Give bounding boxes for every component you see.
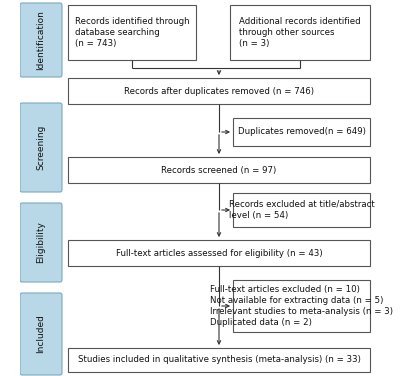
Text: Records identified through
database searching
(n = 743): Records identified through database sear… [75, 17, 189, 48]
Text: Additional records identified
through other sources
(n = 3): Additional records identified through ot… [239, 17, 361, 48]
Text: Screening: Screening [36, 125, 46, 170]
Text: Full-text articles assessed for eligibility (n = 43): Full-text articles assessed for eligibil… [116, 249, 322, 258]
FancyBboxPatch shape [20, 3, 62, 77]
Bar [230, 5, 370, 60]
Text: Studies included in qualitative synthesis (meta-analysis) (n = 33): Studies included in qualitative synthesi… [78, 355, 360, 364]
Bar [68, 348, 370, 372]
FancyBboxPatch shape [20, 203, 62, 282]
Bar [233, 280, 370, 332]
Text: Records excluded at title/abstract
level (n = 54): Records excluded at title/abstract level… [229, 200, 374, 220]
Text: Full-text articles excluded (n = 10)
Not available for extracting data (n = 5)
I: Full-text articles excluded (n = 10) Not… [210, 285, 393, 327]
Bar [68, 240, 370, 266]
Bar [68, 78, 370, 104]
Text: Identification: Identification [36, 10, 46, 70]
Text: Eligibility: Eligibility [36, 221, 46, 264]
Text: Included: Included [36, 315, 46, 353]
Text: Duplicates removed(n = 649): Duplicates removed(n = 649) [238, 127, 366, 136]
Text: Records screened (n = 97): Records screened (n = 97) [161, 165, 277, 174]
Bar [68, 157, 370, 183]
Bar [233, 118, 370, 146]
FancyBboxPatch shape [20, 103, 62, 192]
Bar [68, 5, 196, 60]
Bar [233, 193, 370, 227]
FancyBboxPatch shape [20, 293, 62, 375]
Text: Records after duplicates removed (n = 746): Records after duplicates removed (n = 74… [124, 86, 314, 96]
